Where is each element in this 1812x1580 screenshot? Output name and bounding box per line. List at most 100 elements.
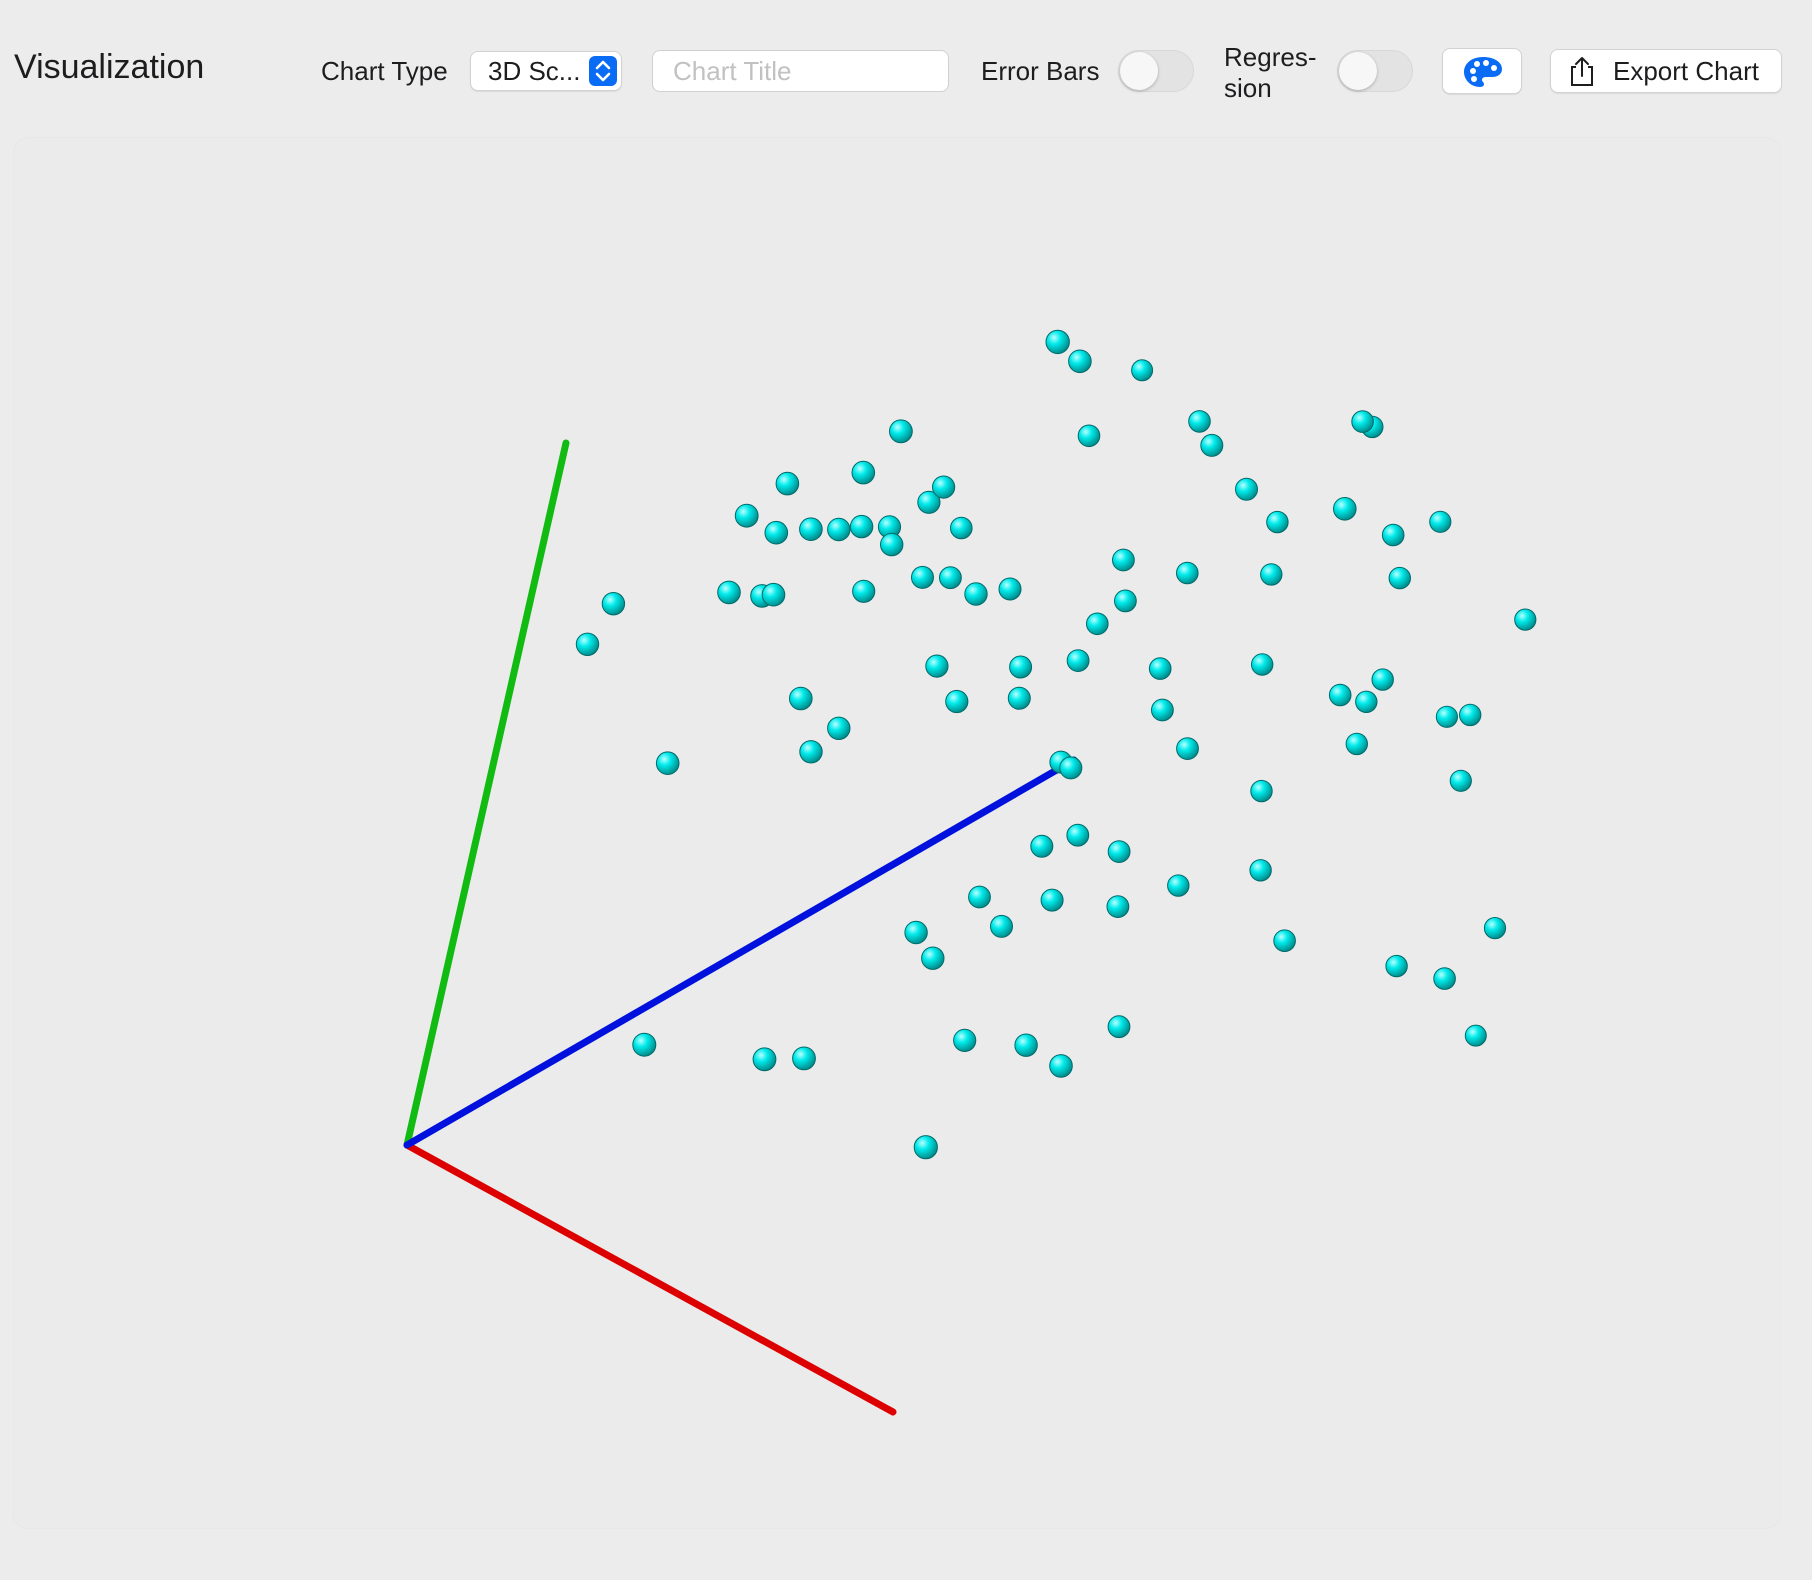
palette-icon — [1464, 57, 1502, 87]
data-point[interactable] — [1114, 589, 1137, 613]
data-point[interactable] — [632, 1032, 657, 1057]
data-point[interactable] — [1086, 612, 1109, 636]
data-point[interactable] — [1328, 683, 1352, 707]
data-point[interactable] — [1148, 657, 1172, 680]
data-point[interactable] — [1030, 834, 1054, 858]
data-point[interactable] — [789, 686, 813, 711]
data-point[interactable] — [1049, 1054, 1073, 1078]
data-point[interactable] — [1068, 349, 1092, 374]
data-point[interactable] — [1388, 566, 1412, 590]
export-chart-button[interactable]: Export Chart — [1550, 49, 1782, 93]
data-point[interactable] — [1435, 705, 1459, 728]
chart-canvas[interactable] — [14, 138, 1780, 1528]
data-point[interactable] — [1066, 823, 1090, 847]
data-point[interactable] — [1266, 510, 1289, 534]
data-point[interactable] — [734, 503, 759, 528]
data-point[interactable] — [889, 419, 913, 444]
data-point[interactable] — [799, 740, 823, 764]
data-point[interactable] — [1066, 649, 1090, 672]
scatter-3d-plot[interactable] — [14, 138, 1780, 1528]
data-point[interactable] — [880, 532, 904, 557]
data-point[interactable] — [1106, 895, 1130, 918]
data-point[interactable] — [1260, 563, 1283, 586]
data-point[interactable] — [852, 579, 876, 603]
data-point[interactable] — [1514, 608, 1537, 631]
data-point[interactable] — [1107, 1015, 1131, 1039]
data-point[interactable] — [792, 1046, 816, 1071]
data-point[interactable] — [1249, 859, 1272, 882]
data-point[interactable] — [1449, 769, 1472, 792]
data-point[interactable] — [1188, 410, 1211, 433]
data-point[interactable] — [827, 517, 851, 542]
data-point[interactable] — [998, 577, 1022, 601]
data-point[interactable] — [1131, 359, 1154, 382]
data-point[interactable] — [1385, 954, 1408, 978]
data-point[interactable] — [1007, 686, 1031, 710]
data-point[interactable] — [1107, 840, 1131, 863]
regression-toggle[interactable] — [1337, 50, 1413, 92]
data-point[interactable] — [601, 592, 626, 616]
y-axis-line — [403, 439, 570, 1149]
data-point[interactable] — [921, 946, 945, 970]
data-point[interactable] — [1483, 917, 1507, 940]
data-point[interactable] — [1014, 1033, 1038, 1057]
data-point[interactable] — [1351, 410, 1374, 433]
data-point[interactable] — [849, 514, 874, 539]
data-point[interactable] — [945, 689, 969, 714]
data-point[interactable] — [1167, 874, 1190, 897]
data-point[interactable] — [904, 920, 928, 945]
data-point[interactable] — [1433, 967, 1456, 990]
chart-title-input[interactable] — [652, 50, 949, 92]
data-point[interactable] — [827, 716, 851, 740]
z-axis-line — [403, 756, 1078, 1149]
data-point[interactable] — [1200, 433, 1224, 457]
data-point[interactable] — [1273, 929, 1296, 953]
data-point[interactable] — [1040, 888, 1064, 912]
data-point[interactable] — [1112, 548, 1135, 572]
data-point[interactable] — [1059, 756, 1083, 780]
data-point[interactable] — [764, 520, 789, 545]
data-point[interactable] — [1077, 424, 1101, 448]
data-point[interactable] — [1009, 655, 1033, 679]
chart-type-value: 3D Sc... — [488, 56, 581, 86]
error-bars-label: Error Bars — [981, 56, 1100, 86]
data-point[interactable] — [1176, 737, 1199, 760]
chart-type-select[interactable]: 3D Sc... — [470, 51, 622, 91]
data-point[interactable] — [655, 751, 680, 776]
data-point[interactable] — [761, 582, 786, 607]
data-point[interactable] — [1345, 732, 1369, 756]
data-point[interactable] — [1464, 1024, 1487, 1047]
data-point[interactable] — [1355, 690, 1378, 713]
data-point[interactable] — [1371, 668, 1394, 691]
data-point[interactable] — [968, 885, 991, 909]
data-point[interactable] — [799, 517, 823, 542]
data-point[interactable] — [964, 582, 988, 606]
data-point[interactable] — [1381, 523, 1405, 547]
data-point[interactable] — [917, 490, 941, 514]
data-point[interactable] — [953, 1028, 977, 1053]
data-point[interactable] — [1250, 779, 1273, 803]
data-point[interactable] — [1251, 653, 1274, 676]
color-palette-button[interactable] — [1442, 48, 1522, 94]
data-point[interactable] — [911, 565, 934, 589]
data-point[interactable] — [990, 914, 1013, 938]
data-point[interactable] — [851, 460, 876, 485]
data-point[interactable] — [932, 475, 956, 499]
data-point[interactable] — [939, 566, 962, 590]
data-point[interactable] — [775, 471, 800, 496]
data-point[interactable] — [913, 1135, 938, 1160]
page-title: Visualization — [14, 48, 205, 86]
data-point[interactable] — [1429, 510, 1452, 533]
data-point[interactable] — [1459, 703, 1482, 727]
data-point[interactable] — [1235, 477, 1258, 501]
data-point[interactable] — [1045, 329, 1070, 355]
data-point[interactable] — [717, 580, 741, 605]
data-point[interactable] — [1333, 497, 1357, 521]
data-point[interactable] — [1151, 698, 1174, 722]
error-bars-toggle[interactable] — [1118, 50, 1194, 92]
data-point[interactable] — [1176, 561, 1199, 585]
data-point[interactable] — [950, 516, 973, 540]
data-point[interactable] — [925, 654, 949, 678]
data-point[interactable] — [752, 1047, 777, 1072]
data-point[interactable] — [575, 632, 600, 656]
